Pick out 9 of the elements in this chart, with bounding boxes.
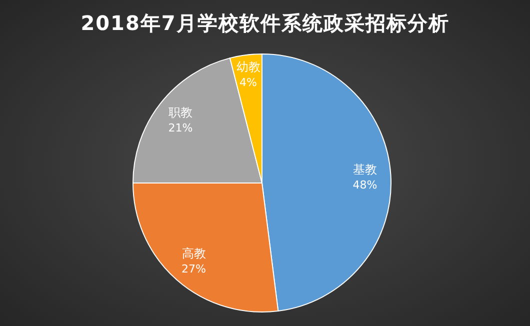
data-label: 21% — [168, 122, 193, 135]
data-label: 48% — [352, 178, 378, 192]
slice-label: 高教 — [182, 246, 206, 260]
chart-title: 2018年7月学校软件系统政采招标分析 — [80, 11, 450, 35]
data-label: 4% — [240, 76, 257, 90]
slice-label: 职教 — [168, 106, 192, 120]
data-label: 27% — [182, 262, 206, 276]
slice-label: 基教 — [352, 162, 377, 177]
slice-label: 幼教 — [236, 60, 260, 74]
